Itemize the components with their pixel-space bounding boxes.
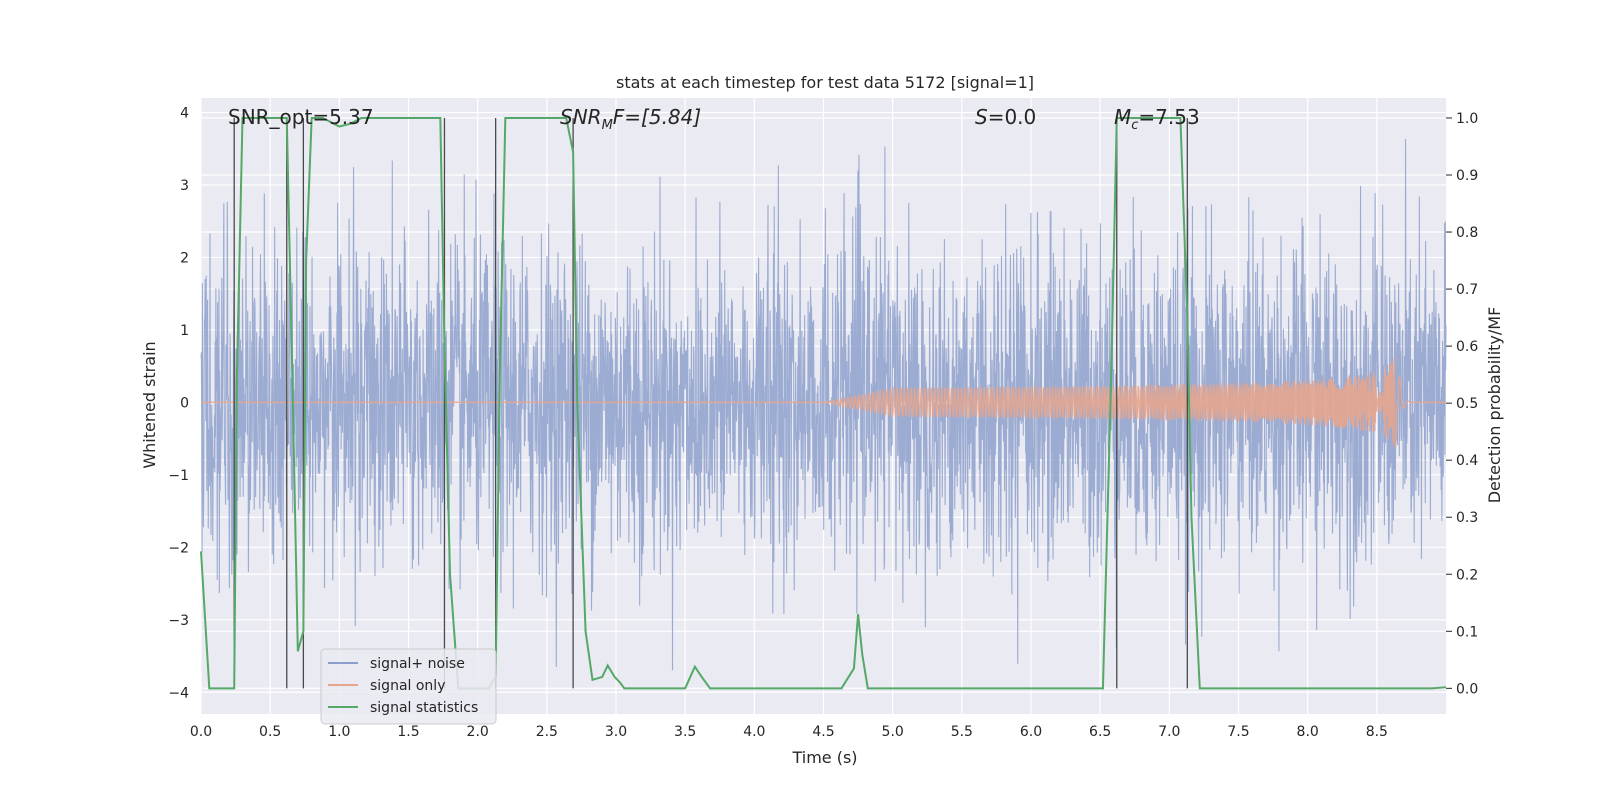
chart-title: stats at each timestep for test data 517… xyxy=(616,73,1034,92)
right-y-tick-label: 0.9 xyxy=(1456,168,1478,184)
left-y-tick-label: −2 xyxy=(168,540,189,556)
left-y-axis-ticks: −4 −3 −2 −1 0 1 2 3 4 xyxy=(168,105,189,701)
x-tick-label: 3.5 xyxy=(674,724,696,740)
annotation-snr-mf: SNRMF=[5.84] xyxy=(560,105,701,133)
legend: signal+ noise signal only signal statist… xyxy=(320,648,497,725)
right-y-tick-label: 0.1 xyxy=(1456,624,1478,640)
right-y-tick-label: 0.6 xyxy=(1456,339,1478,355)
x-tick-label: 0.5 xyxy=(259,724,281,740)
annotation-mc: Mc=7.53 xyxy=(1114,105,1200,133)
x-axis-ticks: 0.0 0.5 1.0 1.5 2.0 2.5 3.0 3.5 4.0 4.5 5.0 5.5 6.0 6… xyxy=(190,724,1388,740)
annotation-mc-rest: =7.53 xyxy=(1138,105,1199,129)
x-tick-label: 6.0 xyxy=(1020,724,1042,740)
left-y-tick-label: −3 xyxy=(168,613,189,629)
annotation-s-rest: =0.0 xyxy=(988,105,1037,129)
signal-statistics-line xyxy=(200,116,1447,690)
left-y-axis-label: Whitened strain xyxy=(140,341,159,468)
x-tick-label: 0.0 xyxy=(190,724,212,740)
right-y-tick-label: 0.5 xyxy=(1456,396,1478,412)
annotation-snr-mf-sub: M xyxy=(602,118,613,133)
left-y-tick-label: −1 xyxy=(168,468,189,484)
legend-label-signal-noise: signal+ noise xyxy=(370,656,465,672)
legend-box xyxy=(320,648,497,725)
x-tick-label: 1.0 xyxy=(328,724,350,740)
left-y-tick-label: 1 xyxy=(180,323,189,339)
annotation-snr-mf-rest: F=[5.84] xyxy=(613,105,701,129)
legend-label-signal-only: signal only xyxy=(370,678,445,694)
right-y-tick-label: 0.8 xyxy=(1456,225,1478,241)
x-tick-label: 5.0 xyxy=(882,724,904,740)
left-y-tick-label: 4 xyxy=(180,105,189,121)
signal-noise-series xyxy=(200,139,1447,671)
left-y-tick-label: 3 xyxy=(180,178,189,194)
right-y-tick-label: 0.3 xyxy=(1456,510,1478,526)
annotation-mc-sub: c xyxy=(1131,118,1138,133)
right-y-tick-label: 1.0 xyxy=(1456,111,1478,127)
legend-label-signal-statistics: signal statistics xyxy=(370,700,478,716)
x-tick-label: 4.0 xyxy=(743,724,765,740)
x-tick-label: 7.0 xyxy=(1158,724,1180,740)
right-y-axis-label: Detection probability/MF xyxy=(1485,307,1504,504)
signal-only-line xyxy=(201,358,1446,449)
right-y-tick-label: 0.0 xyxy=(1456,681,1478,697)
annotation-snr-opt: SNR_opt=5.37 xyxy=(228,105,374,129)
left-y-tick-label: 2 xyxy=(180,250,189,266)
signal-noise-line xyxy=(200,139,1447,671)
annotation-s-main: S xyxy=(975,105,988,129)
annotation-s: S=0.0 xyxy=(975,105,1036,129)
x-tick-label: 1.5 xyxy=(397,724,419,740)
x-tick-label: 7.5 xyxy=(1227,724,1249,740)
left-y-tick-label: −4 xyxy=(168,685,189,701)
x-tick-label: 4.5 xyxy=(812,724,834,740)
right-y-tick-label: 0.7 xyxy=(1456,282,1478,298)
x-tick-label: 8.5 xyxy=(1366,724,1388,740)
right-y-tick-label: 0.4 xyxy=(1456,453,1478,469)
signal-statistics-series xyxy=(200,116,1447,690)
x-tick-label: 8.0 xyxy=(1297,724,1319,740)
x-axis-label: Time (s) xyxy=(791,748,857,767)
annotation-snr-mf-main: SNR xyxy=(560,105,602,129)
right-y-axis-ticks: 0.0 0.1 0.2 0.3 0.4 0.5 0.6 0.7 0.8 0.9 1.0 xyxy=(1446,111,1478,697)
right-y-tick-label: 0.2 xyxy=(1456,567,1478,583)
x-tick-label: 3.0 xyxy=(605,724,627,740)
left-y-tick-label: 0 xyxy=(180,395,189,411)
x-tick-label: 5.5 xyxy=(951,724,973,740)
annotation-mc-main: M xyxy=(1114,105,1131,129)
x-tick-label: 2.0 xyxy=(467,724,489,740)
x-tick-label: 6.5 xyxy=(1089,724,1111,740)
x-tick-label: 2.5 xyxy=(536,724,558,740)
signal-only-series xyxy=(201,358,1446,449)
